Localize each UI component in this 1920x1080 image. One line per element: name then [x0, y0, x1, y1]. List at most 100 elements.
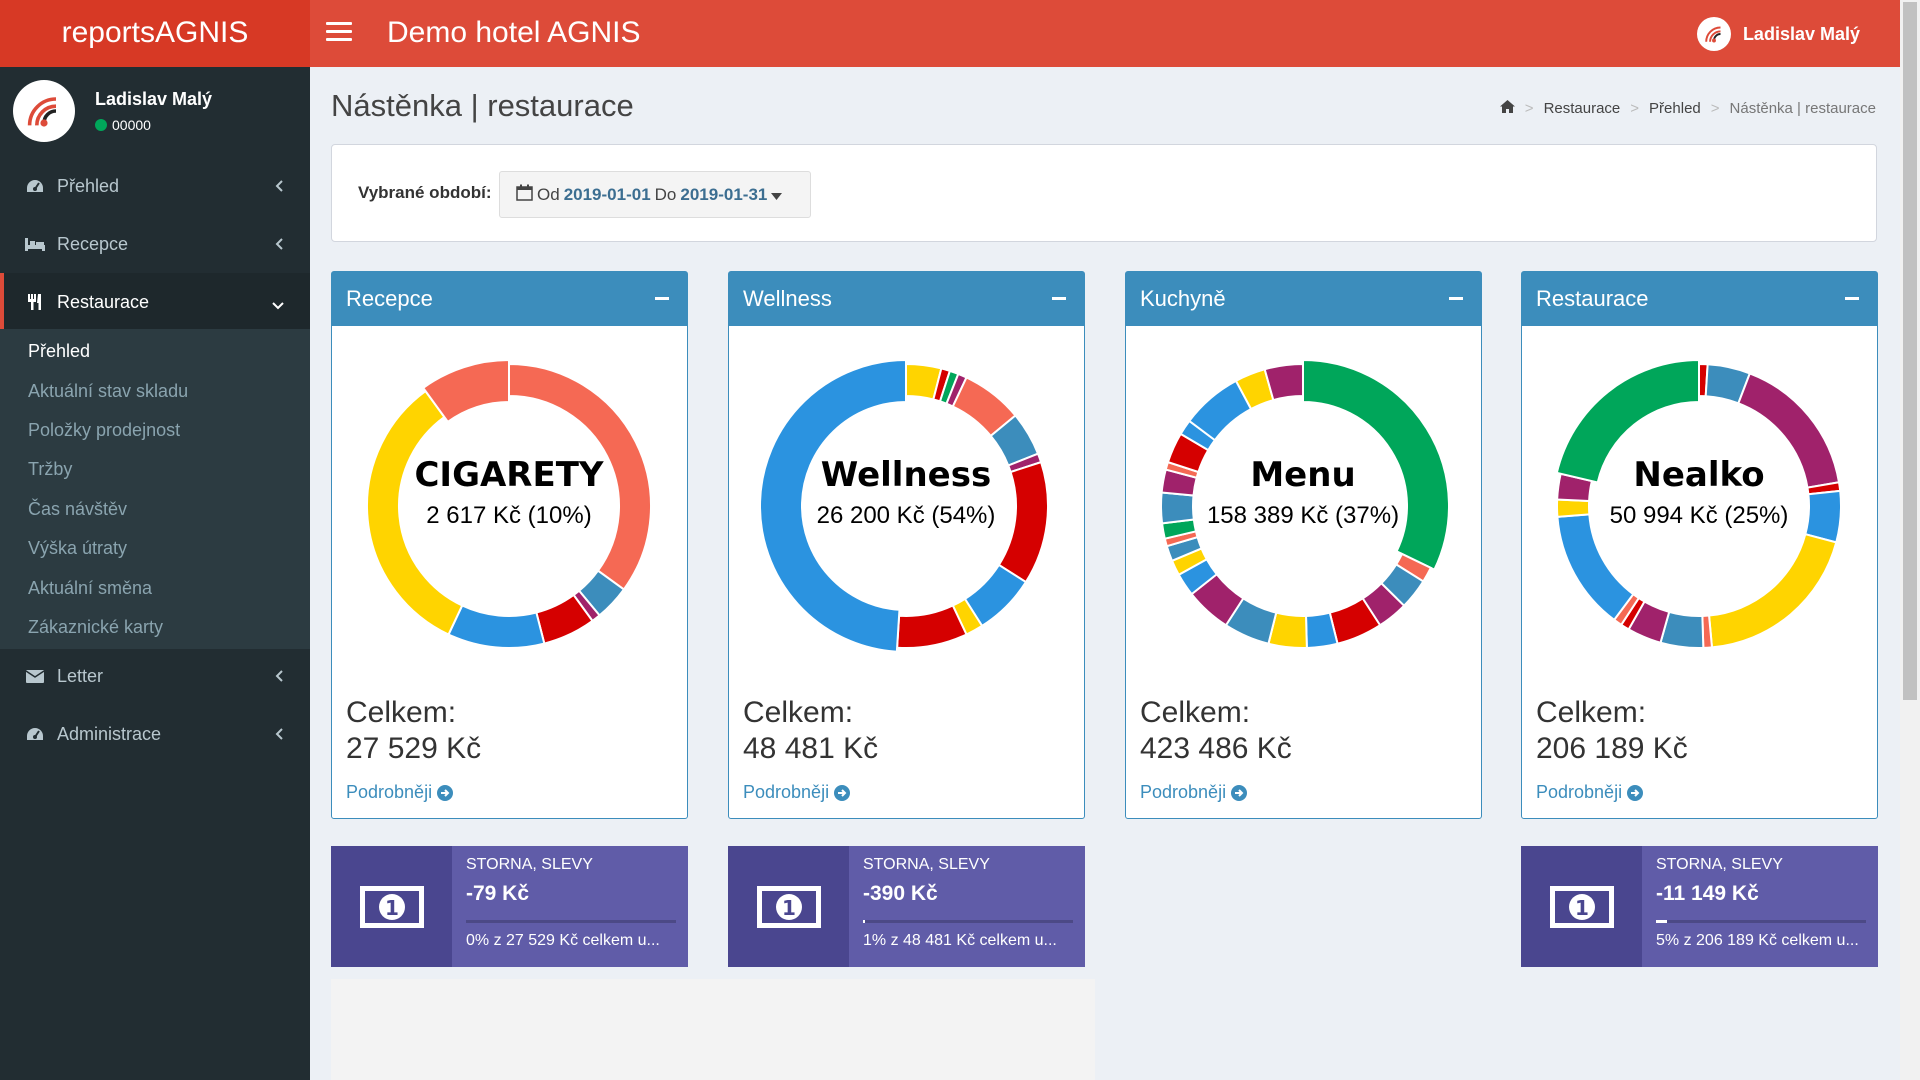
donut-slice[interactable] — [758, 358, 907, 653]
donut-center-title: Menu — [1250, 455, 1355, 495]
total-label: Celkem: — [346, 696, 457, 729]
collapse-minus-icon[interactable] — [655, 297, 669, 300]
info-box-value: -390 Kč — [863, 882, 938, 905]
app-logo[interactable]: reportsAGNIS — [0, 0, 310, 67]
top-navbar: reportsAGNIS Demo hotel AGNIS Ladislav M… — [0, 0, 1900, 67]
info-box-value: -79 Kč — [466, 882, 530, 905]
donut-center-value: 50 994 Kč (25%) — [1610, 502, 1789, 529]
breadcrumb-item[interactable]: Přehled — [1649, 100, 1701, 117]
period-label: Vybrané období: — [358, 183, 492, 202]
donut-slice[interactable] — [1302, 358, 1450, 571]
hotel-title: Demo hotel AGNIS — [387, 16, 641, 49]
donut-center-value: 2 617 Kč (10%) — [426, 502, 591, 529]
submenu-item-polozky-prodejnost[interactable]: Položky prodejnost — [28, 420, 181, 440]
sidebar-item-prehled[interactable]: Přehled — [0, 157, 310, 215]
more-details-link[interactable]: Podrobněji — [1140, 782, 1248, 803]
submenu-item-zakaznicke-karty[interactable]: Zákaznické karty — [28, 617, 164, 637]
scrollbar-thumb[interactable] — [1903, 2, 1917, 700]
breadcrumb-item[interactable]: Restaurace — [1543, 100, 1621, 117]
info-box-description: 0% z 27 529 Kč celkem u... — [466, 932, 660, 949]
submenu-item-stav-skladu[interactable]: Aktuální stav skladu — [28, 381, 189, 401]
calendar-icon — [516, 184, 533, 206]
donut-slice[interactable] — [997, 460, 1049, 584]
sidebar-item-recepce[interactable]: Recepce — [0, 215, 310, 273]
caret-down-icon — [771, 185, 783, 205]
donut-center-title: Wellness — [821, 455, 991, 495]
info-box-label: STORNA, SLEVY — [1656, 856, 1783, 873]
progress-bar — [466, 920, 676, 923]
sidebar-toggle-button[interactable] — [326, 22, 352, 44]
donut-slice[interactable] — [1555, 358, 1700, 484]
sidebar-item-restaurace[interactable]: Restaurace — [0, 273, 310, 331]
more-details-link[interactable]: Podrobněji — [346, 782, 454, 803]
chevron-down-icon — [271, 295, 285, 316]
sidebar-item-letter[interactable]: Letter — [0, 647, 310, 705]
donut-center-title: Nealko — [1633, 455, 1764, 495]
sidebar-item-administrace[interactable]: Administrace — [0, 705, 310, 763]
chevron-left-icon — [275, 667, 285, 688]
total-value: 27 529 Kč — [346, 732, 482, 765]
donut-slice[interactable] — [896, 604, 968, 649]
donut-chart: CIGARETY 2 617 Kč (10%) — [366, 358, 652, 649]
user-panel-name: Ladislav Malý — [95, 89, 213, 109]
card-restaurace: Restaurace Nealko 50 994 Kč (25%) Celkem… — [1521, 271, 1878, 819]
submenu-item-vyska-utraty[interactable]: Výška útraty — [28, 538, 128, 558]
svg-text:1: 1 — [385, 896, 399, 920]
money-icon: 1 — [728, 846, 849, 967]
user-menu[interactable]: Ladislav Malý — [1696, 17, 1860, 51]
svg-text:1: 1 — [782, 896, 796, 920]
page-title: Nástěnka | restaurace — [331, 88, 634, 123]
donut-chart: Wellness 26 200 Kč (54%) — [758, 358, 1049, 653]
collapse-minus-icon[interactable] — [1052, 297, 1066, 300]
card-title: Kuchyně — [1140, 286, 1226, 311]
donut-slice[interactable] — [1556, 498, 1591, 518]
info-box-storna-recepce: 1 STORNA, SLEVY -79 Kč 0% z 27 529 Kč ce… — [331, 846, 688, 967]
money-icon: 1 — [1521, 846, 1642, 967]
donut-slice[interactable] — [421, 358, 510, 424]
breadcrumb-current: Nástěnka | restaurace — [1729, 100, 1876, 117]
sidebar: Ladislav Malý 00000 Přehled Recepce Rest… — [0, 67, 310, 1080]
more-details-link[interactable]: Podrobněji — [743, 782, 851, 803]
page-scrollbar[interactable] — [1900, 0, 1920, 1080]
submenu-item-aktualni-smena[interactable]: Aktuální směna — [28, 578, 153, 598]
donut-slice[interactable] — [1556, 513, 1635, 622]
collapse-minus-icon[interactable] — [1845, 297, 1859, 300]
donut-slice[interactable] — [1160, 491, 1195, 525]
chevron-left-icon — [275, 235, 285, 256]
total-value: 206 189 Kč — [1536, 732, 1688, 765]
chevron-left-icon — [275, 725, 285, 746]
donut-slice[interactable] — [1263, 362, 1304, 402]
dashboard-icon — [24, 177, 46, 195]
period-box: Vybrané období: Od 2019-01-01 Do 2019-01… — [331, 144, 1877, 242]
info-box-value: -11 149 Kč — [1656, 882, 1759, 905]
donut-slice[interactable] — [447, 604, 546, 649]
card-title: Wellness — [743, 286, 832, 311]
total-value: 48 481 Kč — [743, 732, 879, 765]
submenu-item-prehled[interactable]: Přehled — [28, 341, 91, 361]
dashboard-icon — [24, 725, 46, 743]
home-icon[interactable] — [1499, 100, 1515, 117]
submenu-item-cas-navstev[interactable]: Čas návštěv — [28, 499, 128, 519]
svg-text:1: 1 — [1575, 896, 1589, 920]
info-box-storna-restaurace: 1 STORNA, SLEVY -11 149 Kč 5% z 206 189 … — [1521, 846, 1878, 967]
cutlery-icon — [24, 293, 46, 311]
total-label: Celkem: — [743, 696, 854, 729]
breadcrumb: > Restaurace > Přehled > Nástěnka | rest… — [1499, 100, 1876, 117]
arrow-circle-right-icon — [1231, 784, 1248, 801]
donut-slice[interactable] — [1707, 532, 1838, 649]
arrow-circle-right-icon — [1627, 784, 1644, 801]
info-box-description: 5% z 206 189 Kč celkem u... — [1656, 932, 1859, 949]
info-box-label: STORNA, SLEVY — [466, 856, 593, 873]
submenu-item-trzby[interactable]: Tržby — [28, 459, 73, 479]
user-panel-avatar — [13, 80, 75, 142]
user-panel: Ladislav Malý 00000 — [0, 67, 310, 157]
envelope-icon — [24, 667, 46, 685]
user-avatar — [1696, 17, 1731, 51]
collapse-minus-icon[interactable] — [1449, 297, 1463, 300]
online-status-icon — [95, 119, 107, 131]
total-label: Celkem: — [1140, 696, 1251, 729]
more-details-link[interactable]: Podrobněji — [1536, 782, 1644, 803]
date-range-picker[interactable]: Od 2019-01-01 Do 2019-01-31 — [499, 171, 811, 218]
card-title: Restaurace — [1536, 286, 1649, 311]
user-name: Ladislav Malý — [1742, 23, 1860, 44]
